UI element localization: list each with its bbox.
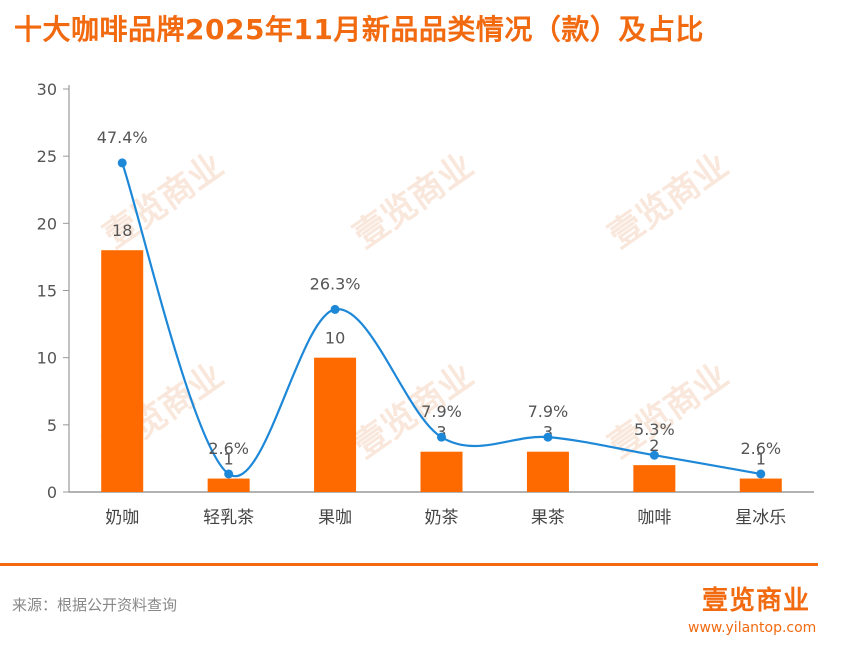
share-point xyxy=(543,432,553,442)
y-tick-label: 10 xyxy=(37,349,57,368)
bar xyxy=(633,465,676,492)
bar-value-label: 1 xyxy=(756,450,766,469)
share-label: 47.4% xyxy=(97,128,148,147)
bar-value-label: 2 xyxy=(649,436,659,455)
chart-title: 十大咖啡品牌2025年11月新品品类情况（款）及占比 xyxy=(14,13,704,46)
bar xyxy=(420,451,463,492)
x-category-label: 果咖 xyxy=(318,508,352,528)
share-label: 26.3% xyxy=(310,274,361,293)
x-category-label: 咖啡 xyxy=(637,508,671,528)
share-label: 5.3% xyxy=(634,420,675,439)
share-point xyxy=(649,450,659,460)
share-point xyxy=(330,304,340,314)
x-category-label: 星冰乐 xyxy=(735,508,786,528)
brand-url: www.yilantop.com xyxy=(688,620,817,636)
y-tick-label: 5 xyxy=(47,416,57,435)
share-line xyxy=(121,162,761,478)
watermark: 壹览商业 xyxy=(347,146,481,257)
share-label: 7.9% xyxy=(528,402,569,421)
share-label: 2.6% xyxy=(208,439,249,458)
share-point xyxy=(117,158,127,168)
x-category-label: 轻乳茶 xyxy=(203,508,254,528)
x-category-label: 果茶 xyxy=(531,508,565,528)
bar xyxy=(526,451,569,492)
share-point xyxy=(224,469,234,479)
bar xyxy=(207,478,250,492)
bar xyxy=(101,250,144,492)
footer-divider xyxy=(0,563,818,566)
bar-value-label: 1 xyxy=(224,450,234,469)
bar-value-label: 18 xyxy=(112,221,132,240)
share-point xyxy=(437,432,446,442)
share-point xyxy=(756,469,766,479)
bar-value-label: 3 xyxy=(436,423,446,442)
brand-logo: 壹览商业 xyxy=(702,586,811,616)
y-tick-label: 15 xyxy=(37,282,57,301)
bar xyxy=(314,357,357,492)
source-note: 来源：根据公开资料查询 xyxy=(12,596,178,614)
watermark: 壹览商业 xyxy=(602,146,736,257)
x-category-label: 奶茶 xyxy=(425,508,459,528)
y-tick-label: 0 xyxy=(47,483,57,502)
x-category-label: 奶咖 xyxy=(105,508,139,528)
share-label: 7.9% xyxy=(421,402,462,421)
y-tick-label: 30 xyxy=(37,80,57,99)
bar-value-label: 3 xyxy=(543,423,553,442)
bar xyxy=(739,478,782,492)
bar-value-label: 10 xyxy=(325,329,345,348)
share-label: 2.6% xyxy=(740,439,781,458)
y-tick-label: 25 xyxy=(37,147,57,166)
y-tick-label: 20 xyxy=(37,214,57,233)
